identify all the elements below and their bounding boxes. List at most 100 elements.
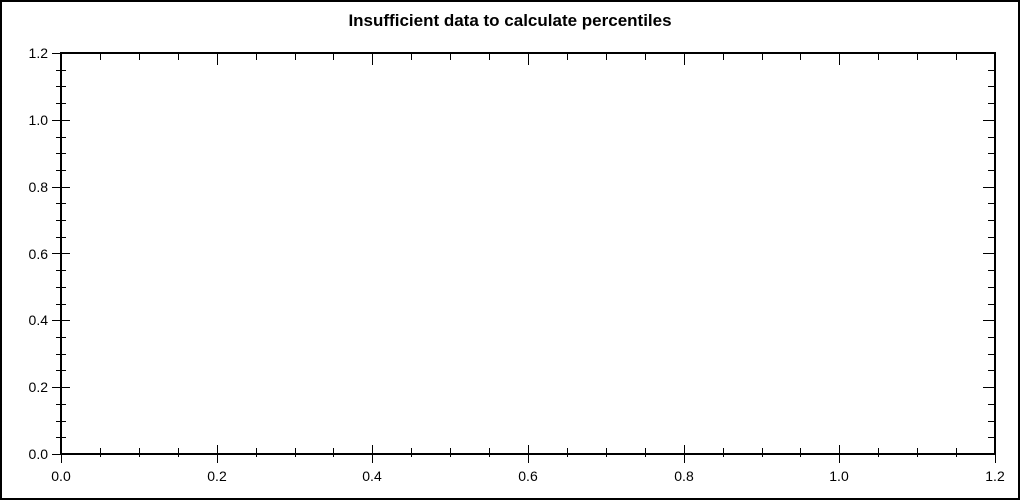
y-right-minor-tick [988, 354, 994, 355]
x-tick-label: 0.4 [362, 468, 382, 484]
x-top-major-tick [217, 54, 218, 65]
x-top-minor-tick [450, 54, 451, 60]
y-tick-label: 0.6 [28, 246, 48, 262]
y-major-tick [52, 253, 70, 254]
x-top-minor-tick [917, 54, 918, 60]
y-minor-tick [56, 70, 66, 71]
y-minor-tick [56, 153, 66, 154]
x-minor-tick [139, 448, 140, 457]
x-minor-tick [411, 448, 412, 457]
x-minor-tick [178, 448, 179, 457]
x-top-minor-tick [139, 54, 140, 60]
y-right-minor-tick [988, 203, 994, 204]
x-top-minor-tick [295, 54, 296, 60]
y-minor-tick [56, 421, 66, 422]
y-minor-tick [56, 86, 66, 87]
y-minor-tick [56, 137, 66, 138]
x-top-major-tick [684, 54, 685, 65]
x-top-minor-tick [178, 54, 179, 60]
x-minor-tick [917, 448, 918, 457]
x-tick-label: 1.2 [985, 468, 1005, 484]
y-tick-label: 1.2 [28, 45, 48, 61]
x-major-tick [995, 445, 996, 463]
x-minor-tick [762, 448, 763, 457]
x-top-minor-tick [878, 54, 879, 60]
y-right-major-tick [983, 320, 994, 321]
y-right-major-tick [983, 187, 994, 188]
y-right-minor-tick [988, 370, 994, 371]
y-right-major-tick [983, 120, 994, 121]
x-top-minor-tick [333, 54, 334, 60]
y-tick-label: 1.0 [28, 112, 48, 128]
x-top-minor-tick [762, 54, 763, 60]
y-right-major-tick [983, 253, 994, 254]
x-minor-tick [295, 448, 296, 457]
y-right-minor-tick [988, 86, 994, 87]
x-minor-tick [606, 448, 607, 457]
y-tick-label: 0.8 [28, 179, 48, 195]
y-right-minor-tick [988, 220, 994, 221]
x-top-minor-tick [256, 54, 257, 60]
x-major-tick [684, 445, 685, 463]
x-top-minor-tick [567, 54, 568, 60]
x-minor-tick [800, 448, 801, 457]
y-minor-tick [56, 304, 66, 305]
x-top-minor-tick [723, 54, 724, 60]
y-major-tick [52, 454, 70, 455]
x-top-major-tick [372, 54, 373, 65]
y-tick-label: 0.4 [28, 312, 48, 328]
chart-title: Insufficient data to calculate percentil… [348, 11, 672, 30]
x-minor-tick [450, 448, 451, 457]
y-right-minor-tick [988, 270, 994, 271]
y-right-major-tick [983, 387, 994, 388]
y-major-tick [52, 120, 70, 121]
y-minor-tick [56, 354, 66, 355]
y-minor-tick [56, 270, 66, 271]
x-top-major-tick [528, 54, 529, 65]
y-right-minor-tick [988, 103, 994, 104]
y-right-minor-tick [988, 304, 994, 305]
x-major-tick [372, 445, 373, 463]
y-right-minor-tick [988, 287, 994, 288]
y-right-minor-tick [988, 421, 994, 422]
plot-area [60, 52, 996, 455]
x-minor-tick [567, 448, 568, 457]
y-major-tick [52, 320, 70, 321]
y-major-tick [52, 187, 70, 188]
y-minor-tick [56, 370, 66, 371]
x-top-minor-tick [800, 54, 801, 60]
x-tick-label: 0.8 [674, 468, 694, 484]
y-minor-tick [56, 203, 66, 204]
y-minor-tick [56, 404, 66, 405]
x-minor-tick [489, 448, 490, 457]
x-major-tick [839, 445, 840, 463]
y-right-minor-tick [988, 337, 994, 338]
x-major-tick [528, 445, 529, 463]
x-top-minor-tick [645, 54, 646, 60]
y-tick-label: 0.0 [28, 446, 48, 462]
y-minor-tick [56, 220, 66, 221]
x-minor-tick [645, 448, 646, 457]
x-top-minor-tick [411, 54, 412, 60]
y-major-tick [52, 387, 70, 388]
y-right-minor-tick [988, 170, 994, 171]
x-minor-tick [256, 448, 257, 457]
x-minor-tick [100, 448, 101, 457]
y-right-minor-tick [988, 137, 994, 138]
x-top-minor-tick [956, 54, 957, 60]
x-tick-label: 0.0 [51, 468, 71, 484]
y-right-minor-tick [988, 70, 994, 71]
y-right-major-tick [983, 454, 994, 455]
x-top-major-tick [839, 54, 840, 65]
y-right-minor-tick [988, 237, 994, 238]
y-right-major-tick [983, 53, 994, 54]
x-top-minor-tick [606, 54, 607, 60]
x-minor-tick [723, 448, 724, 457]
x-tick-label: 1.0 [829, 468, 849, 484]
x-major-tick [217, 445, 218, 463]
y-minor-tick [56, 103, 66, 104]
x-top-minor-tick [100, 54, 101, 60]
y-minor-tick [56, 170, 66, 171]
x-minor-tick [333, 448, 334, 457]
